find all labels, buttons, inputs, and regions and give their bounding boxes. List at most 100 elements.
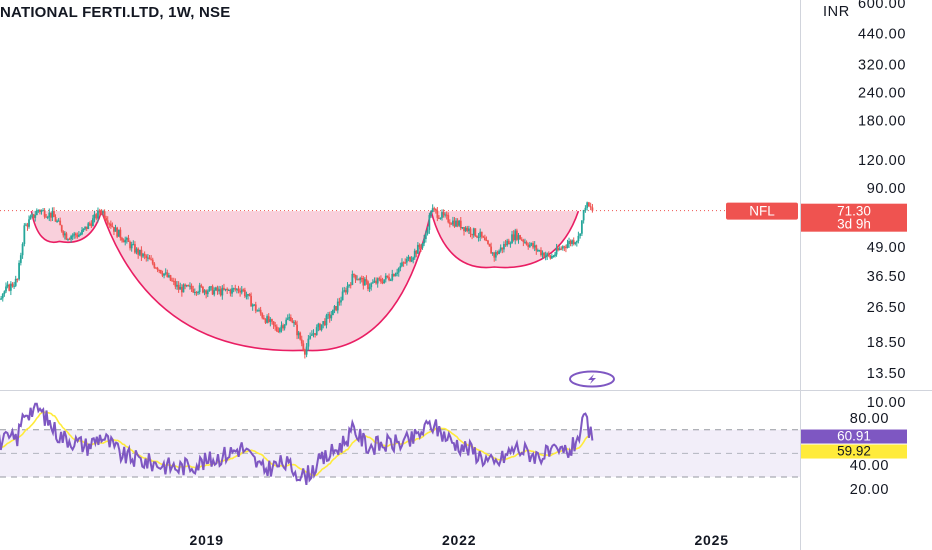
candle-body: [76, 235, 79, 237]
rsi-tick-label: 40.00: [850, 458, 889, 474]
candle-body: [146, 257, 149, 259]
candle-body: [441, 212, 443, 218]
candle-body: [113, 227, 115, 232]
candle-body: [227, 290, 230, 292]
candle-body: [433, 208, 436, 210]
candle-body: [541, 252, 544, 256]
candle-body: [498, 250, 500, 254]
candle-body: [482, 236, 485, 238]
candle-body: [359, 277, 362, 281]
candle-body: [40, 210, 43, 213]
lightning-bolt-icon[interactable]: [569, 370, 615, 388]
candle-body: [84, 226, 87, 229]
price-tick-label: 440.00: [858, 26, 906, 42]
candle-body: [479, 231, 482, 238]
candle-body: [286, 318, 289, 320]
candle-body: [200, 285, 203, 287]
candle-body: [226, 288, 229, 291]
candle-body: [378, 278, 381, 280]
candle-body: [338, 301, 341, 303]
candle-body: [472, 228, 475, 236]
candle-body: [380, 278, 382, 282]
candle-body: [386, 275, 389, 278]
candle-body: [397, 268, 400, 273]
candle-body: [525, 241, 528, 245]
candle-body: [445, 214, 448, 216]
candle-body: [37, 210, 40, 212]
candle-body: [90, 223, 93, 227]
candle-body: [303, 349, 306, 355]
candle-body: [248, 293, 251, 296]
candle-body: [463, 227, 465, 232]
candle-body: [319, 323, 321, 330]
candle-body: [262, 317, 265, 320]
candle-body: [85, 226, 88, 230]
candle-body: [543, 252, 545, 258]
candle-body: [124, 239, 127, 243]
candle-body: [444, 214, 447, 216]
candle-body: [53, 211, 55, 217]
candle-body: [314, 333, 317, 335]
candle-body: [100, 212, 103, 214]
candle-body: [391, 274, 394, 281]
candle-body: [125, 237, 128, 240]
candle-body: [216, 287, 219, 292]
candle-body: [13, 285, 15, 287]
candle-body: [322, 321, 325, 325]
candle-body: [563, 246, 566, 248]
candle-body: [550, 256, 553, 259]
candle-body: [266, 316, 269, 323]
candle-body: [232, 288, 235, 290]
time-tick-label: 2022: [442, 532, 476, 548]
candle-body: [223, 287, 225, 290]
candle-body: [267, 316, 270, 322]
candle-body: [275, 326, 278, 332]
candle-body: [480, 231, 483, 237]
svg-text:59.92: 59.92: [837, 444, 871, 459]
candle-body: [145, 255, 148, 258]
candle-body: [81, 230, 83, 235]
candle-body: [575, 241, 578, 243]
candle-body: [376, 278, 379, 284]
candle-body: [198, 285, 201, 293]
candle-body: [569, 241, 572, 244]
candle-body: [544, 255, 547, 258]
candle-body: [488, 243, 491, 247]
candle-body: [307, 338, 310, 347]
candle-body: [394, 273, 397, 277]
candle-body: [349, 284, 352, 286]
candle-body: [335, 306, 338, 311]
candle-body: [351, 274, 354, 285]
candle-body: [67, 238, 69, 240]
candle-body: [535, 245, 538, 251]
candle-body: [452, 220, 454, 225]
candle-body: [346, 285, 349, 293]
candle-body: [71, 235, 74, 237]
candle-body: [431, 208, 434, 212]
candle-body: [336, 301, 339, 311]
candle-body: [520, 239, 523, 241]
candle-body: [423, 239, 425, 244]
candle-body: [282, 325, 284, 329]
rsi-tick-label: 20.00: [850, 482, 889, 498]
candle-body: [23, 225, 26, 244]
candle-body: [558, 248, 561, 251]
candle-body: [354, 274, 357, 280]
svg-text:71.30: 71.30: [837, 204, 871, 219]
candle-body: [549, 255, 552, 259]
candle-body: [182, 284, 185, 293]
candle-body: [348, 284, 351, 286]
candle-body: [420, 247, 422, 249]
candle-body: [561, 246, 564, 249]
candle-body: [571, 240, 574, 244]
candle-body: [327, 314, 329, 316]
candle-body: [388, 277, 390, 281]
candle-body: [95, 214, 98, 219]
candle-body: [315, 327, 318, 335]
candle-body: [515, 230, 518, 240]
candle-body: [580, 220, 583, 234]
candle-body: [143, 253, 146, 256]
candle-body: [31, 214, 34, 217]
candle-body: [153, 263, 156, 268]
